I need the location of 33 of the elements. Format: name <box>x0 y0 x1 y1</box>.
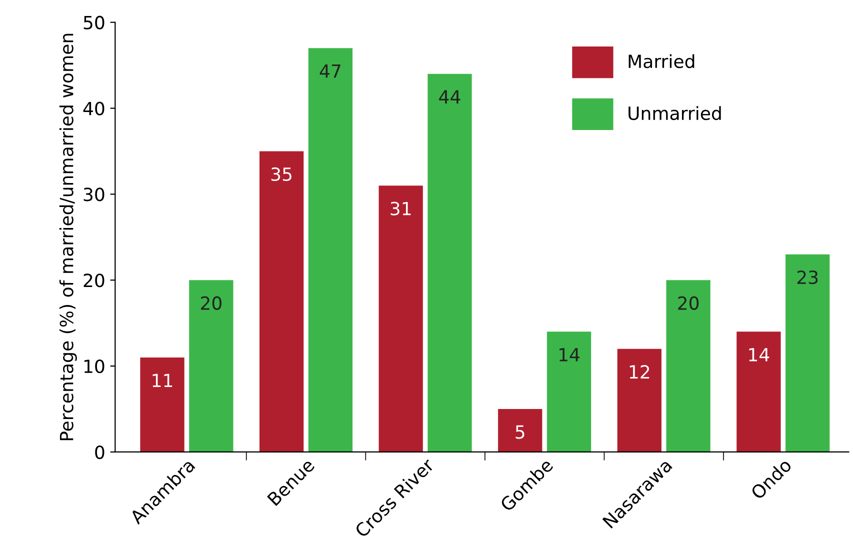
data-label: 20 <box>678 296 699 310</box>
bar <box>666 280 710 452</box>
data-label: 5 <box>516 425 524 439</box>
data-label: 20 <box>201 296 222 310</box>
legend-label: Unmarried <box>628 106 721 120</box>
data-label: 23 <box>797 270 818 284</box>
legend-label: Married <box>628 54 694 68</box>
y-tick-label: 40 <box>83 102 104 116</box>
bar <box>259 151 304 452</box>
y-tick-label: 20 <box>84 274 104 288</box>
data-label: 31 <box>390 202 411 216</box>
bar <box>736 332 781 452</box>
y-tick-label: 30 <box>84 188 104 202</box>
bar <box>140 357 184 452</box>
data-label: 47 <box>320 64 340 78</box>
bar <box>617 348 662 452</box>
y-axis-title: Percentage (%) of married/unmarried women <box>59 34 77 440</box>
bar <box>786 254 830 452</box>
y-tick-label: 0 <box>95 445 104 460</box>
bar <box>308 48 353 452</box>
data-label: 12 <box>630 365 650 378</box>
y-tick-label: 10 <box>84 360 104 374</box>
bar <box>189 280 234 452</box>
data-label: 14 <box>749 348 770 362</box>
y-tick-label: 50 <box>84 16 104 30</box>
data-label: 11 <box>152 374 172 388</box>
bar <box>546 332 592 452</box>
data-label: 44 <box>439 90 460 104</box>
bar <box>378 186 423 452</box>
data-label: 14 <box>560 348 580 362</box>
bar <box>498 409 542 452</box>
bar <box>428 74 472 452</box>
data-label: 35 <box>271 167 292 182</box>
